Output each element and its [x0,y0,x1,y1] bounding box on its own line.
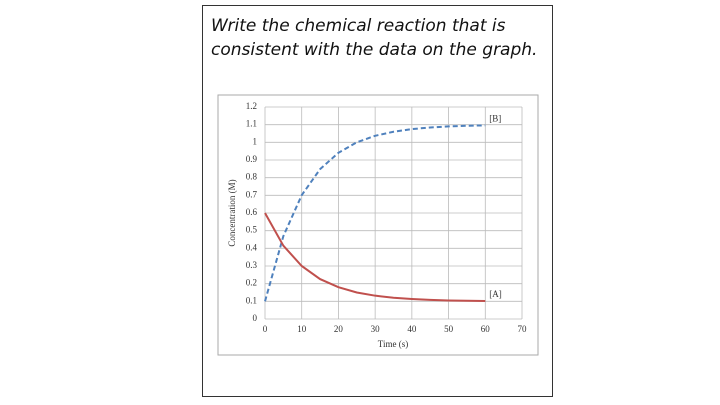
chart-frame [217,94,539,356]
y-tick-label: 1.1 [246,119,257,129]
y-tick-label: 0.3 [246,260,258,270]
x-tick-label: 40 [407,324,417,334]
x-tick-label: 30 [371,324,381,334]
x-tick-label: 60 [481,324,491,334]
y-tick-label: 0.4 [246,242,258,252]
x-tick-label: 10 [297,324,307,334]
x-tick-label: 70 [518,324,528,334]
y-axis-label: Concentration (M) [227,179,237,246]
y-tick-label: 0 [253,313,258,323]
y-tick-label: 0.9 [246,154,258,164]
x-tick-label: 0 [263,324,268,334]
y-tick-label: 0.8 [246,172,258,182]
series-line [264,212,486,302]
prompt: Write the chemical reaction that is cons… [211,16,538,60]
x-tick-label: 20 [334,324,344,334]
series-line [264,124,486,302]
y-tick-label: 0.7 [246,189,258,199]
y-tick-label: 0.5 [246,225,258,235]
y-tick-label: 0.2 [246,278,257,288]
y-tick-label: 1.2 [246,101,257,111]
series-label: [B] [489,113,501,123]
y-tick-label: 0.6 [246,207,258,217]
slide-frame: Write the chemical reaction that is cons… [202,5,553,397]
x-axis-label: Time (s) [378,339,408,349]
y-tick-label: 1 [253,136,258,146]
series-label: [A] [489,289,502,299]
x-tick-label: 50 [444,324,454,334]
y-tick-label: 0.1 [246,295,257,305]
